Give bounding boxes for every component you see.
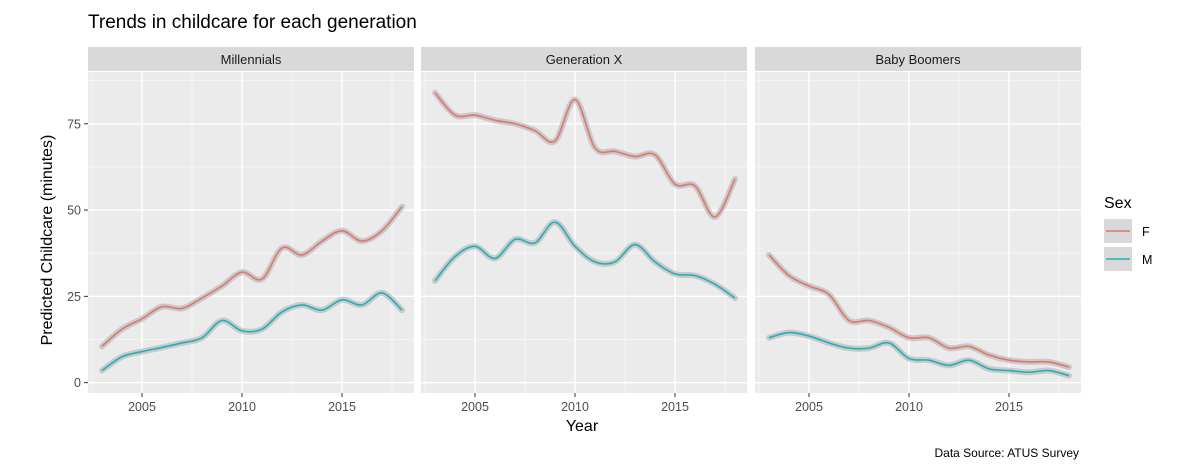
x-tick-label: 2005 — [461, 400, 489, 414]
series-line-f-baby-boomers — [768, 254, 1070, 368]
strip-label-millennials: Millennials — [221, 52, 282, 67]
legend: Sex F M — [1104, 195, 1152, 271]
y-tick-label: 0 — [74, 376, 81, 390]
panel-baby-boomers: Baby Boomers 2005 2010 2015 — [755, 47, 1081, 414]
x-tick-label: 2010 — [228, 400, 256, 414]
strip-generation-x — [421, 47, 747, 71]
facet-panels: Millennials 2005 2010 2015 0 25 50 75 Generation… — [67, 47, 1081, 414]
panel-generation-x: Generation X 2005 2010 2015 — [421, 47, 747, 414]
legend-label-f: F — [1142, 225, 1150, 239]
plot-area-baby-boomers — [755, 72, 1081, 393]
legend-title: Sex — [1104, 195, 1132, 212]
y-tick-label: 75 — [67, 117, 81, 131]
strip-label-baby-boomers: Baby Boomers — [875, 52, 961, 67]
chart-title: Trends in childcare for each generation — [88, 12, 417, 33]
y-tick-label: 25 — [67, 290, 81, 304]
plot-background-millennials — [88, 72, 414, 393]
x-tick-label: 2015 — [661, 400, 689, 414]
x-tick-label: 2005 — [795, 400, 823, 414]
plot-background-baby-boomers — [755, 72, 1081, 393]
x-tick-label: 2005 — [128, 400, 156, 414]
panel-millennials: Millennials 2005 2010 2015 0 25 50 75 — [67, 47, 414, 414]
strip-label-generation-x: Generation X — [546, 52, 623, 67]
y-axis-title: Predicted Childcare (minutes) — [39, 135, 56, 346]
series-line-m-baby-boomers — [768, 331, 1070, 377]
x-tick-label: 2015 — [995, 400, 1023, 414]
plot-area-millennials — [88, 72, 414, 393]
plot-area-generation-x — [421, 72, 747, 393]
strip-millennials — [88, 47, 414, 71]
x-tick-label: 2010 — [895, 400, 923, 414]
series-line-f-millennials — [101, 206, 403, 348]
legend-label-m: M — [1142, 253, 1152, 267]
x-axis-title: Year — [566, 418, 599, 435]
strip-baby-boomers — [755, 47, 1081, 71]
x-tick-label: 2015 — [328, 400, 356, 414]
y-tick-label: 50 — [67, 204, 81, 218]
series-line-m-millennials — [101, 292, 403, 372]
series-line-f-generation-x — [434, 92, 736, 218]
x-tick-label: 2010 — [561, 400, 589, 414]
caption: Data Source: ATUS Survey — [934, 446, 1079, 460]
series-line-m-generation-x — [434, 221, 736, 299]
